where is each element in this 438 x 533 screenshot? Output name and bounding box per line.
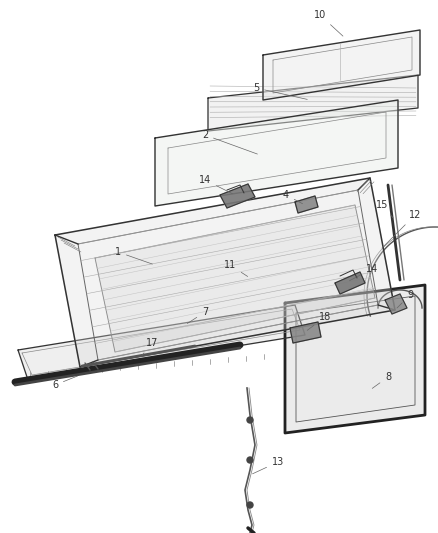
Polygon shape (335, 272, 365, 294)
Polygon shape (208, 75, 418, 131)
Text: 6: 6 (52, 376, 78, 390)
Polygon shape (263, 30, 420, 100)
Text: 8: 8 (372, 372, 391, 389)
Text: 11: 11 (224, 260, 247, 277)
Polygon shape (290, 322, 321, 343)
Text: 17: 17 (142, 338, 158, 356)
Polygon shape (220, 184, 255, 208)
Text: 15: 15 (376, 200, 393, 218)
Text: 10: 10 (314, 10, 343, 36)
Text: 2: 2 (202, 130, 258, 154)
Polygon shape (95, 205, 375, 352)
Polygon shape (155, 100, 398, 206)
Circle shape (247, 457, 253, 463)
Text: 13: 13 (253, 457, 284, 474)
Text: 18: 18 (307, 312, 331, 330)
Text: 4: 4 (283, 190, 303, 204)
Text: 12: 12 (382, 210, 421, 248)
Text: 1: 1 (115, 247, 152, 264)
Text: 7: 7 (187, 307, 208, 324)
Polygon shape (55, 178, 395, 367)
Polygon shape (285, 285, 425, 433)
Circle shape (247, 417, 253, 423)
Text: 5: 5 (253, 83, 307, 99)
Text: 14: 14 (350, 264, 378, 281)
Text: 9: 9 (397, 290, 413, 308)
Polygon shape (295, 196, 318, 213)
Text: 14: 14 (199, 175, 233, 194)
Polygon shape (385, 294, 407, 314)
Circle shape (247, 502, 253, 508)
Polygon shape (18, 305, 305, 380)
